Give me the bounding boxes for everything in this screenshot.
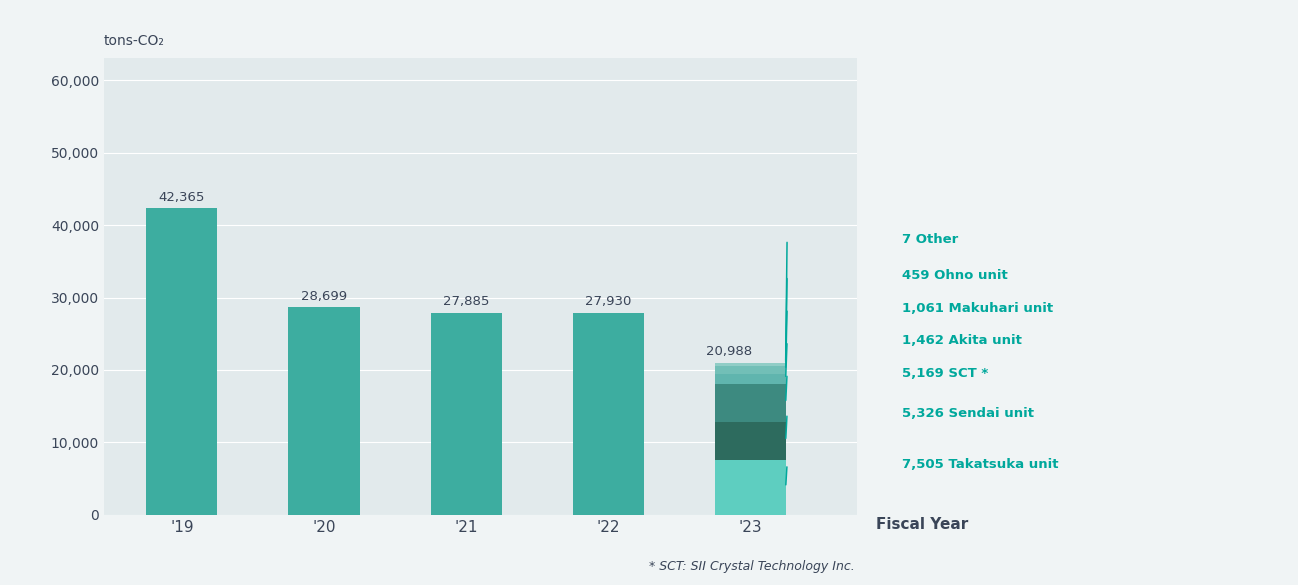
Text: 459 Ohno unit: 459 Ohno unit bbox=[902, 269, 1007, 283]
Bar bbox=[715, 422, 785, 460]
Bar bbox=[715, 384, 785, 422]
Bar bbox=[288, 307, 360, 515]
Text: 27,930: 27,930 bbox=[585, 295, 631, 308]
Text: Fiscal Year: Fiscal Year bbox=[876, 517, 968, 532]
Text: 1,462 Akita unit: 1,462 Akita unit bbox=[902, 335, 1022, 347]
Text: 5,169 SCT *: 5,169 SCT * bbox=[902, 367, 988, 380]
Bar bbox=[431, 313, 501, 515]
Bar bbox=[147, 208, 218, 515]
Text: 27,885: 27,885 bbox=[443, 295, 489, 308]
Bar bbox=[715, 363, 785, 366]
Text: 5,326 Sendai unit: 5,326 Sendai unit bbox=[902, 407, 1035, 420]
Text: * SCT: SII Crystal Technology Inc.: * SCT: SII Crystal Technology Inc. bbox=[649, 560, 855, 573]
Text: 42,365: 42,365 bbox=[158, 191, 205, 204]
Bar bbox=[715, 374, 785, 384]
Bar bbox=[715, 460, 785, 515]
Text: 20,988: 20,988 bbox=[706, 345, 752, 359]
Text: 7 Other: 7 Other bbox=[902, 233, 958, 246]
Text: 1,061 Makuhari unit: 1,061 Makuhari unit bbox=[902, 302, 1053, 315]
Bar bbox=[572, 312, 644, 515]
Text: 28,699: 28,699 bbox=[301, 290, 347, 302]
Bar bbox=[715, 366, 785, 374]
Text: 7,505 Takatsuka unit: 7,505 Takatsuka unit bbox=[902, 457, 1059, 470]
Text: tons-CO₂: tons-CO₂ bbox=[104, 33, 165, 47]
